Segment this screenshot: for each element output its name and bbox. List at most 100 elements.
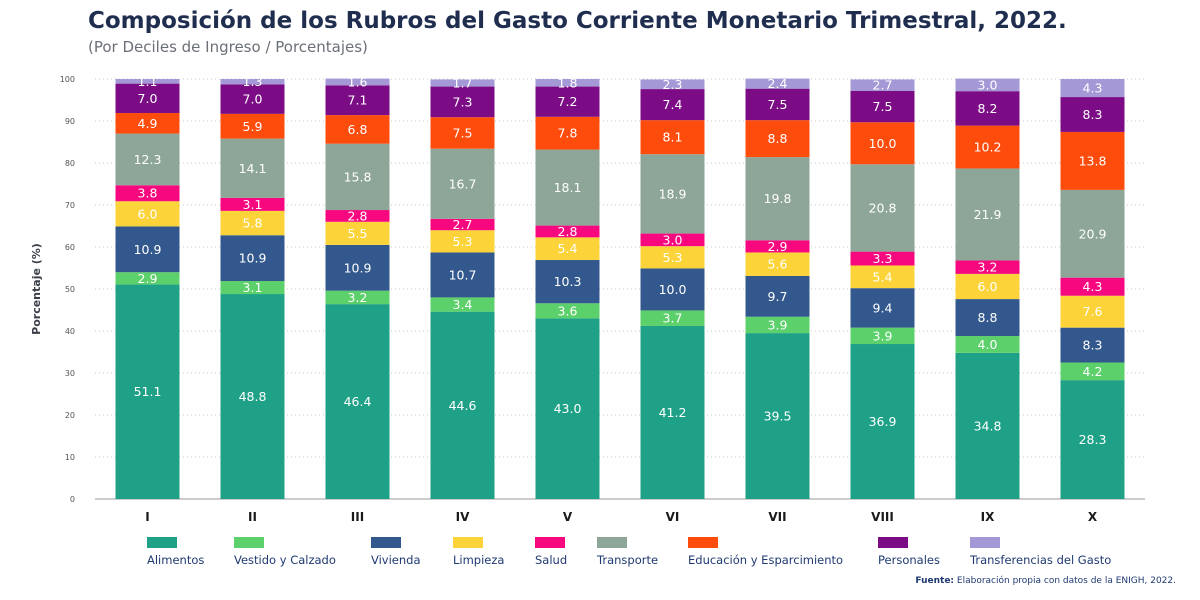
bar-segment <box>430 218 495 231</box>
bar-segment <box>745 275 810 317</box>
bar-segment <box>220 138 285 198</box>
data-label: 3.2 <box>978 260 998 275</box>
bar-segment <box>955 168 1020 261</box>
bar-segment <box>745 240 810 253</box>
data-label: 7.8 <box>558 126 578 141</box>
bar-segment <box>325 304 390 499</box>
bar-segment <box>640 268 705 311</box>
bar-segment <box>745 316 810 334</box>
chart-subtitle: (Por Deciles de Ingreso / Porcentajes) <box>88 38 368 56</box>
data-label: 8.8 <box>768 131 788 146</box>
bar-segment <box>640 233 705 247</box>
bar-segment <box>955 352 1020 499</box>
bar-segment <box>535 237 600 261</box>
data-label: 3.7 <box>663 311 683 326</box>
data-label: 43.0 <box>554 401 582 416</box>
data-label: 4.2 <box>1083 364 1103 379</box>
data-label: 3.9 <box>768 317 788 332</box>
bar-segment <box>430 79 495 87</box>
data-label: 3.6 <box>558 303 578 318</box>
data-label: 7.5 <box>768 97 788 112</box>
legend-label: Limpieza <box>453 553 504 567</box>
legend-swatch <box>878 537 908 548</box>
data-label: 34.8 <box>974 418 1002 433</box>
data-label: 10.2 <box>974 140 1002 155</box>
data-label: 3.1 <box>243 280 263 295</box>
bar-segment <box>430 311 495 499</box>
data-label: 7.5 <box>453 125 473 140</box>
legend-label: Vestido y Calzado <box>234 553 336 567</box>
legend-label: Educación y Esparcimiento <box>688 553 843 567</box>
data-label: 1.1 <box>138 74 158 89</box>
bar-segment <box>745 252 810 276</box>
data-label: 2.8 <box>558 224 578 239</box>
bar-segment <box>325 115 390 144</box>
data-label: 10.0 <box>659 282 687 297</box>
x-tick-label: III <box>351 510 364 524</box>
data-label: 10.3 <box>554 274 582 289</box>
data-label: 5.3 <box>663 250 683 265</box>
data-label: 5.4 <box>873 269 893 284</box>
source-label: Fuente: <box>915 576 955 586</box>
bar-segment <box>325 290 390 305</box>
data-label: 9.4 <box>873 300 893 315</box>
data-label: 28.3 <box>1079 432 1107 447</box>
data-label: 21.9 <box>974 207 1002 222</box>
legend-swatch <box>147 537 177 548</box>
data-label: 4.0 <box>978 337 998 352</box>
bar-segment <box>325 143 390 211</box>
bar-segment <box>220 197 285 211</box>
data-label: 12.3 <box>134 152 162 167</box>
bar-segment <box>745 333 810 499</box>
legend-swatch <box>371 537 401 548</box>
bar-segment <box>640 154 705 234</box>
data-label: 6.0 <box>978 279 998 294</box>
bar-segment <box>325 210 390 222</box>
data-label: 4.3 <box>1083 279 1103 294</box>
bar-segment <box>115 79 180 84</box>
y-tick-label: 10 <box>65 453 75 462</box>
legend-label: Alimentos <box>147 553 204 567</box>
y-tick-label: 20 <box>65 411 75 420</box>
bar-segment <box>1060 277 1125 296</box>
y-tick-label: 30 <box>65 369 75 378</box>
bar-segment <box>1060 362 1125 381</box>
bar-segment <box>430 117 495 149</box>
data-label: 7.0 <box>243 92 263 107</box>
legend-label: Salud <box>535 553 567 567</box>
y-tick-label: 70 <box>65 201 75 210</box>
data-label: 10.7 <box>449 267 477 282</box>
data-label: 5.8 <box>243 216 263 231</box>
data-label: 8.3 <box>1083 107 1103 122</box>
bar-segment <box>535 149 600 226</box>
data-label: 10.9 <box>344 260 372 275</box>
bar-segment <box>640 89 705 121</box>
data-label: 15.8 <box>344 169 372 184</box>
data-label: 9.7 <box>768 289 788 304</box>
data-label: 3.3 <box>873 251 893 266</box>
legend-swatch <box>970 537 1000 548</box>
legend-swatch <box>234 537 264 548</box>
data-label: 5.6 <box>768 257 788 272</box>
bar-segment <box>850 327 915 345</box>
bar-segment <box>850 164 915 252</box>
bar-segment <box>115 133 180 186</box>
data-label: 4.3 <box>1083 81 1103 96</box>
data-label: 7.3 <box>453 94 473 109</box>
data-label: 2.3 <box>663 77 683 92</box>
bar-segment <box>325 78 390 86</box>
bar-segment <box>955 78 1020 92</box>
bar-segment <box>745 88 810 121</box>
data-label: 1.8 <box>558 75 578 90</box>
data-label: 16.7 <box>449 176 477 191</box>
bar-segment <box>850 288 915 328</box>
data-label: 2.9 <box>768 239 788 254</box>
data-label: 10.0 <box>869 136 897 151</box>
data-label: 18.1 <box>554 180 582 195</box>
bar-segment <box>220 235 285 282</box>
data-label: 7.2 <box>558 94 578 109</box>
data-label: 3.2 <box>348 290 368 305</box>
bar-segment <box>535 318 600 499</box>
bar-segment <box>535 86 600 117</box>
